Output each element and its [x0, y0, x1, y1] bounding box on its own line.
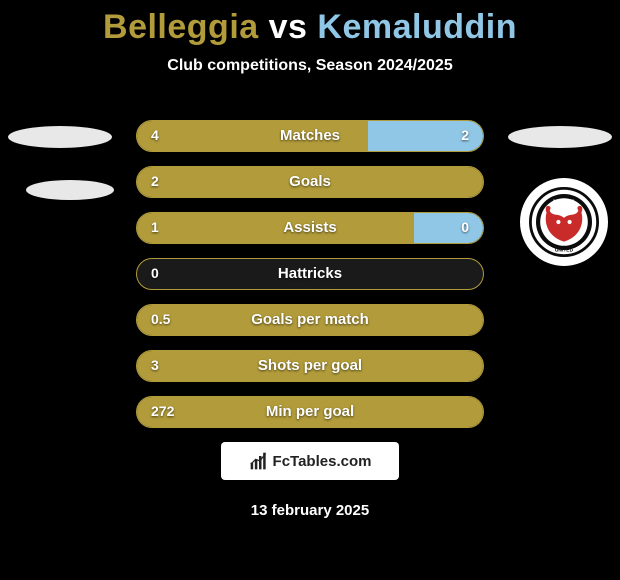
stat-label: Matches [137, 121, 483, 151]
stat-label: Assists [137, 213, 483, 243]
stat-row: 10Assists [136, 212, 484, 244]
subtitle: Club competitions, Season 2024/2025 [0, 57, 620, 75]
stat-label: Hattricks [137, 259, 483, 289]
player2-name: Kemaluddin [317, 8, 517, 46]
stat-row: 2Goals [136, 166, 484, 198]
stats-container: 42Matches 2Goals 10Assists 0Hattricks 0.5Goa… [136, 120, 484, 442]
stat-row: 0Hattricks [136, 258, 484, 290]
stat-label: Goals [137, 167, 483, 197]
stat-label: Shots per goal [137, 351, 483, 381]
club-badge-right: MADURA UNITED [520, 178, 608, 266]
svg-text:UNITED: UNITED [555, 247, 574, 253]
svg-text:MADURA: MADURA [553, 198, 575, 204]
vs-text: vs [259, 8, 318, 46]
bar-chart-icon [249, 451, 269, 471]
stat-label: Goals per match [137, 305, 483, 335]
page-title: Belleggia vs Kemaluddin [0, 0, 620, 47]
avatar-placeholder-left-1 [8, 126, 112, 148]
bull-badge-icon: MADURA UNITED [529, 187, 599, 257]
avatar-placeholder-right-1 [508, 126, 612, 148]
stat-row: 0.5Goals per match [136, 304, 484, 336]
player1-name: Belleggia [103, 8, 259, 46]
avatar-placeholder-left-2 [26, 180, 114, 200]
brand-text: FcTables.com [273, 453, 372, 470]
stat-row: 272Min per goal [136, 396, 484, 428]
brand-badge: FcTables.com [221, 442, 399, 480]
stat-label: Min per goal [137, 397, 483, 427]
stat-row: 42Matches [136, 120, 484, 152]
stat-row: 3Shots per goal [136, 350, 484, 382]
date-text: 13 february 2025 [0, 502, 620, 519]
